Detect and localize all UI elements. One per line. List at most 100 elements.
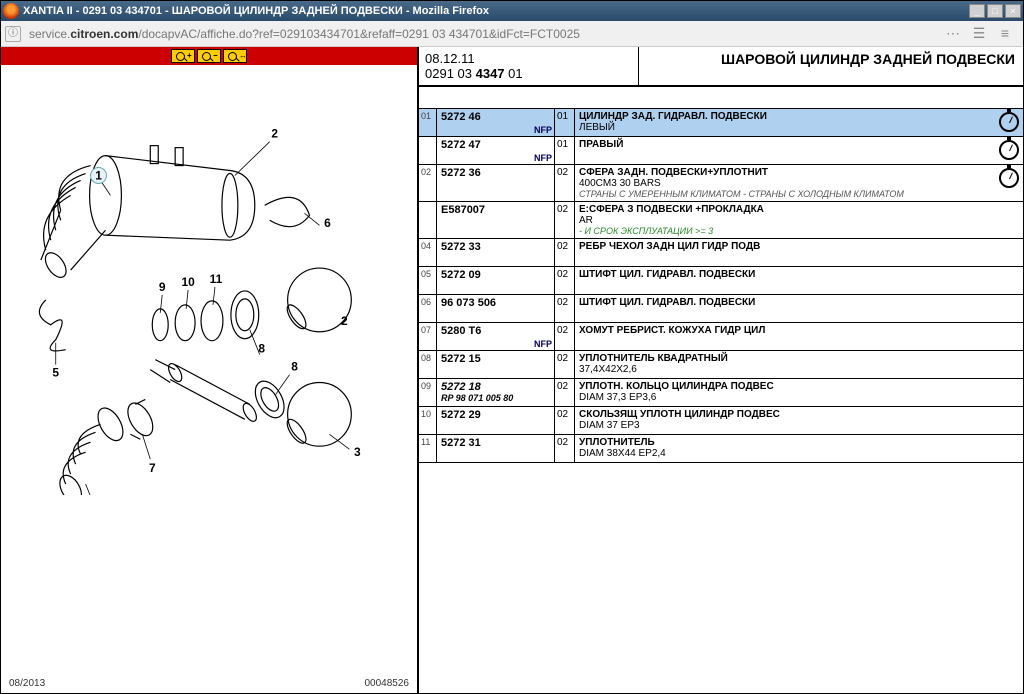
part-description: ШТИФТ ЦИЛ. ГИДРАВЛ. ПОДВЕСКИ <box>575 295 995 322</box>
part-reference: E587007 <box>437 202 555 238</box>
part-qty: 02 <box>555 351 575 378</box>
svg-text:1: 1 <box>95 168 102 182</box>
site-info-icon[interactable]: ⓘ <box>5 26 21 42</box>
part-reference: 5272 31 <box>437 435 555 462</box>
zoom-fit-button[interactable]: ↔ <box>223 49 247 63</box>
svg-text:8: 8 <box>291 360 298 374</box>
part-qty: 02 <box>555 295 575 322</box>
part-row-extra[interactable]: E58700702E:СФЕРА З ПОДВЕСКИ +ПРОКЛАДКАAR… <box>419 202 1023 239</box>
row-index: 05 <box>419 267 437 294</box>
diagram-area: 1 2 3 4 5 6 7 8 8 9 10 11 2 <box>1 65 417 693</box>
part-row[interactable]: 115272 3102УПЛОТНИТЕЛЬDIAM 38X44 EP2,4 <box>419 435 1023 463</box>
part-description: ЦИЛИНДР ЗАД. ГИДРАВЛ. ПОДВЕСКИЛЕВЫЙ <box>575 109 995 136</box>
part-row[interactable]: 0696 073 50602ШТИФТ ЦИЛ. ГИДРАВЛ. ПОДВЕС… <box>419 295 1023 323</box>
zoom-out-button[interactable]: − <box>197 49 221 63</box>
part-reference: 5272 47NFP <box>437 137 555 164</box>
part-qty: 02 <box>555 239 575 266</box>
part-reference: 5280 T6NFP <box>437 323 555 350</box>
diagram-date: 08/2013 <box>9 678 45 689</box>
row-index <box>419 137 437 164</box>
menu-icon[interactable]: ≡ <box>995 25 1015 43</box>
header-ref: 0291 03 4347 01 <box>425 66 632 81</box>
close-button[interactable]: × <box>1005 4 1021 18</box>
url-display[interactable]: service.citroen.com/docapvAC/affiche.do?… <box>25 27 939 41</box>
row-index: 10 <box>419 407 437 434</box>
part-row[interactable]: 5272 47NFP01ПРАВЫЙ <box>419 137 1023 165</box>
part-qty: 01 <box>555 109 575 136</box>
stopwatch-icon[interactable] <box>995 407 1023 434</box>
part-description: УПЛОТНИТЕЛЬDIAM 38X44 EP2,4 <box>575 435 995 462</box>
svg-text:9: 9 <box>159 280 166 294</box>
header-date: 08.12.11 <box>425 51 632 66</box>
stopwatch-icon[interactable] <box>995 323 1023 350</box>
part-qty: 02 <box>555 323 575 350</box>
part-reference: 5272 15 <box>437 351 555 378</box>
part-row[interactable]: 045272 3302РЕБР ЧЕХОЛ ЗАДН ЦИЛ ГИДР ПОДВ <box>419 239 1023 267</box>
part-row[interactable]: 105272 2902СКОЛЬЗЯЩ УПЛОТН ЦИЛИНДР ПОДВЕ… <box>419 407 1023 435</box>
part-row[interactable]: 095272 18RP 98 071 005 8002УПЛОТН. КОЛЬЦ… <box>419 379 1023 407</box>
parts-pane: 08.12.11 0291 03 4347 01 ШАРОВОЙ ЦИЛИНДР… <box>419 47 1023 693</box>
stopwatch-icon[interactable] <box>995 109 1023 136</box>
maximize-button[interactable]: □ <box>987 4 1003 18</box>
svg-text:2: 2 <box>341 314 348 328</box>
part-reference: 5272 36 <box>437 165 555 201</box>
stopwatch-icon[interactable] <box>995 165 1023 201</box>
part-qty: 02 <box>555 379 575 406</box>
stopwatch-icon[interactable] <box>995 295 1023 322</box>
minimize-button[interactable]: _ <box>969 4 985 18</box>
row-index: 08 <box>419 351 437 378</box>
part-qty: 02 <box>555 267 575 294</box>
spec-area <box>419 87 1023 109</box>
svg-text:8: 8 <box>258 342 265 356</box>
parts-header: 08.12.11 0291 03 4347 01 ШАРОВОЙ ЦИЛИНДР… <box>419 47 1023 87</box>
part-qty: 02 <box>555 435 575 462</box>
svg-text:7: 7 <box>149 461 156 475</box>
titlebar: XANTIA II - 0291 03 434701 - ШАРОВОЙ ЦИЛ… <box>1 1 1023 21</box>
part-reference: 5272 46NFP <box>437 109 555 136</box>
row-index: 11 <box>419 435 437 462</box>
diagram-footer: 08/2013 00048526 <box>9 678 409 689</box>
row-index: 01 <box>419 109 437 136</box>
stopwatch-icon[interactable] <box>995 239 1023 266</box>
diagram-pane: + − ↔ <box>1 47 419 693</box>
diagram-toolbar: + − ↔ <box>1 47 417 65</box>
stopwatch-icon[interactable] <box>995 435 1023 462</box>
part-row[interactable]: 025272 3602СФЕРА ЗАДН. ПОДВЕСКИ+УПЛОТНИТ… <box>419 165 1023 202</box>
svg-text:10: 10 <box>181 275 195 289</box>
stopwatch-icon[interactable] <box>995 137 1023 164</box>
part-reference: 5272 33 <box>437 239 555 266</box>
header-ref-block: 08.12.11 0291 03 4347 01 <box>419 47 639 85</box>
stopwatch-icon[interactable] <box>995 267 1023 294</box>
part-reference: 5272 29 <box>437 407 555 434</box>
address-bar: ⓘ service.citroen.com/docapvAC/affiche.d… <box>1 21 1023 47</box>
zoom-in-button[interactable]: + <box>171 49 195 63</box>
part-row[interactable]: 085272 1502УПЛОТНИТЕЛЬ КВАДРАТНЫЙ37,4X42… <box>419 351 1023 379</box>
part-qty: 01 <box>555 137 575 164</box>
svg-text:5: 5 <box>52 366 59 380</box>
part-description: E:СФЕРА З ПОДВЕСКИ +ПРОКЛАДКАAR- И СРОК … <box>575 202 995 238</box>
part-reference: 5272 09 <box>437 267 555 294</box>
addrbar-actions: ⋯ ☰ ≡ <box>943 25 1019 43</box>
browser-window: XANTIA II - 0291 03 434701 - ШАРОВОЙ ЦИЛ… <box>0 0 1024 694</box>
window-controls: _ □ × <box>969 4 1021 18</box>
part-description: УПЛОТН. КОЛЬЦО ЦИЛИНДРА ПОДВЕСDIAM 37,3 … <box>575 379 995 406</box>
row-index: 02 <box>419 165 437 201</box>
part-reference: 96 073 506 <box>437 295 555 322</box>
stopwatch-icon[interactable] <box>995 351 1023 378</box>
row-index: 09 <box>419 379 437 406</box>
reader-icon[interactable]: ☰ <box>969 25 989 43</box>
part-qty: 02 <box>555 202 575 238</box>
part-description: СКОЛЬЗЯЩ УПЛОТН ЦИЛИНДР ПОДВЕСDIAM 37 EP… <box>575 407 995 434</box>
part-row[interactable]: 075280 T6NFP02ХОМУТ РЕБРИСТ. КОЖУХА ГИДР… <box>419 323 1023 351</box>
part-description: ПРАВЫЙ <box>575 137 995 164</box>
svg-text:11: 11 <box>210 272 223 286</box>
svg-text:6: 6 <box>324 216 331 230</box>
row-index: 07 <box>419 323 437 350</box>
diagram-id: 00048526 <box>365 678 410 689</box>
firefox-icon <box>3 3 19 19</box>
stopwatch-icon[interactable] <box>995 379 1023 406</box>
part-row[interactable]: 015272 46NFP01ЦИЛИНДР ЗАД. ГИДРАВЛ. ПОДВ… <box>419 109 1023 137</box>
more-actions-icon[interactable]: ⋯ <box>943 25 963 43</box>
parts-diagram[interactable]: 1 2 3 4 5 6 7 8 8 9 10 11 2 <box>1 65 417 495</box>
part-row[interactable]: 055272 0902ШТИФТ ЦИЛ. ГИДРАВЛ. ПОДВЕСКИ <box>419 267 1023 295</box>
